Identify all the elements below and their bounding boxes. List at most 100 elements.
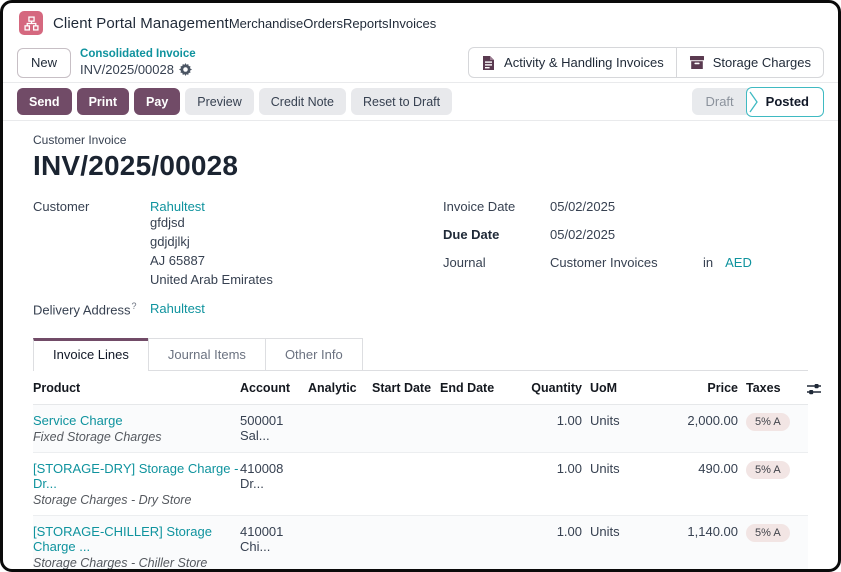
quantity-cell: 1.00 [556, 460, 582, 476]
end-date-cell [440, 405, 510, 452]
tab-journal-items[interactable]: Journal Items [147, 337, 266, 370]
table-row[interactable]: [STORAGE-DRY] Storage Charge - Dr... Sto… [33, 453, 808, 516]
analytic-cell [308, 453, 372, 515]
taxes-cell: 5% A [738, 516, 802, 569]
tax-badge: 5% A [746, 460, 790, 479]
uom-cell: Units [590, 460, 620, 476]
column-header-taxes: Taxes [746, 380, 781, 395]
tab-invoice-lines[interactable]: Invoice Lines [33, 337, 149, 371]
box-icon [689, 56, 704, 69]
customer-address-line: United Arab Emirates [150, 271, 273, 287]
delivery-address-label: Delivery Address? [33, 301, 137, 318]
nav-menu-item[interactable]: Invoices [388, 15, 437, 31]
journal-value[interactable]: Customer Invoices [550, 255, 658, 270]
primary-action-button[interactable]: Pay [134, 88, 181, 115]
storage-charges-button[interactable]: Storage Charges [675, 47, 824, 78]
status-posted-label: Posted [765, 94, 809, 109]
analytic-cell [308, 516, 372, 569]
breadcrumb-row: New Consolidated Invoice INV/2025/00028 [3, 43, 838, 83]
table-body: Service Charge Fixed Storage Charges 500… [33, 404, 808, 570]
smart-button-label: Storage Charges [712, 55, 811, 70]
gear-icon[interactable] [178, 63, 192, 77]
primary-action-button[interactable]: Send [17, 88, 72, 115]
document-type-label: Customer Invoice [33, 133, 127, 147]
secondary-action-button[interactable]: Reset to Draft [351, 88, 453, 115]
start-date-cell [372, 405, 440, 452]
journal-in-word: in [703, 255, 714, 270]
sitemap-icon [23, 15, 39, 31]
notebook-tabs: Invoice Lines Journal Items Other Info [33, 337, 808, 371]
price-cell: 2,000.00 [687, 412, 738, 428]
invoice-date-field: Invoice Date 05/02/2025 [443, 199, 808, 214]
app-title[interactable]: Client Portal Management [53, 14, 229, 32]
status-step-draft[interactable]: Draft [692, 88, 749, 115]
document-icon [483, 55, 495, 70]
product-link[interactable]: [STORAGE-CHILLER] Storage Charge ... [33, 523, 212, 554]
invoice-date-label: Invoice Date [443, 199, 516, 214]
sliders-icon [807, 383, 821, 394]
row-end-spacer [802, 405, 822, 452]
top-navbar: Client Portal Management Merchandise Orde… [3, 3, 838, 43]
column-header-account: Account [240, 380, 290, 395]
breadcrumb-current: INV/2025/00028 [80, 61, 174, 77]
currency-link[interactable]: AED [725, 255, 752, 270]
product-description: Fixed Storage Charges [33, 429, 162, 444]
product-link[interactable]: Service Charge [33, 412, 123, 428]
account-cell: 500001 Sal... [240, 412, 284, 443]
start-date-cell [372, 453, 440, 515]
column-header-analytic: Analytic [308, 380, 357, 395]
analytic-cell [308, 405, 372, 452]
customer-address-line: gdjdjlkj [150, 233, 190, 249]
invoice-date-value[interactable]: 05/02/2025 [550, 199, 616, 214]
customer-address-line: AJ 65887 [150, 252, 205, 268]
chevron-right-icon [749, 91, 758, 112]
journal-label: Journal [443, 255, 486, 270]
end-date-cell [440, 516, 510, 569]
end-date-cell [440, 453, 510, 515]
customer-link[interactable]: Rahultest [150, 199, 205, 214]
secondary-action-button[interactable]: Preview [185, 88, 254, 115]
new-button[interactable]: New [17, 47, 72, 78]
row-end-spacer [802, 453, 822, 515]
customer-field: Customer Rahultest gfdjsd gdjdjlkj AJ 6588… [33, 199, 443, 289]
tax-badge: 5% A [746, 523, 790, 542]
table-row[interactable]: [STORAGE-CHILLER] Storage Charge ... Sto… [33, 515, 808, 570]
nav-menu-item[interactable]: Merchandise [228, 15, 304, 31]
taxes-cell: 5% A [738, 405, 802, 452]
table-row[interactable]: Service Charge Fixed Storage Charges 500… [33, 404, 808, 453]
delivery-address-field: Delivery Address? Rahultest [33, 301, 443, 317]
invoice-number-title: INV/2025/00028 [33, 150, 239, 181]
status-step-posted[interactable]: Posted [745, 86, 824, 117]
due-date-field: Due Date 05/02/2025 [443, 227, 808, 242]
column-header-start-date: Start Date [372, 380, 432, 395]
status-bar: Draft Posted [692, 86, 824, 117]
product-description: Storage Charges - Chiller Store [33, 555, 208, 570]
secondary-action-button[interactable]: Credit Note [258, 88, 346, 115]
invoice-form: Customer Invoice INV/2025/00028 Customer… [3, 121, 838, 570]
primary-action-button[interactable]: Print [76, 88, 130, 115]
uom-cell: Units [590, 412, 620, 428]
breadcrumb-parent-link[interactable]: Consolidated Invoice [80, 48, 196, 61]
table-header-row: Product Account Analytic Start Date End … [33, 371, 821, 405]
tax-badge: 5% A [746, 412, 790, 431]
action-row: Send Print Pay Preview Credit Note Reset to … [3, 83, 838, 121]
column-header-end-date: End Date [440, 380, 495, 395]
quantity-cell: 1.00 [556, 412, 582, 428]
due-date-value[interactable]: 05/02/2025 [550, 227, 616, 242]
uom-cell: Units [590, 523, 620, 539]
row-end-spacer [802, 516, 822, 569]
product-link[interactable]: [STORAGE-DRY] Storage Charge - Dr... [33, 460, 239, 491]
tab-other-info[interactable]: Other Info [264, 337, 363, 370]
nav-menu-item[interactable]: Orders [303, 15, 343, 31]
activity-handling-invoices-button[interactable]: Activity & Handling Invoices [468, 47, 677, 78]
column-header-quantity: Quantity [531, 380, 582, 395]
nav-menu-item[interactable]: Reports [343, 15, 389, 31]
column-header-uom: UoM [590, 380, 618, 395]
optional-columns-button[interactable] [802, 371, 822, 404]
quantity-cell: 1.00 [556, 523, 582, 539]
help-icon: ? [131, 301, 137, 312]
delivery-address-link[interactable]: Rahultest [150, 301, 205, 317]
invoice-lines-table: Product Account Analytic Start Date End … [33, 371, 821, 570]
app-logo-button[interactable] [19, 11, 43, 35]
